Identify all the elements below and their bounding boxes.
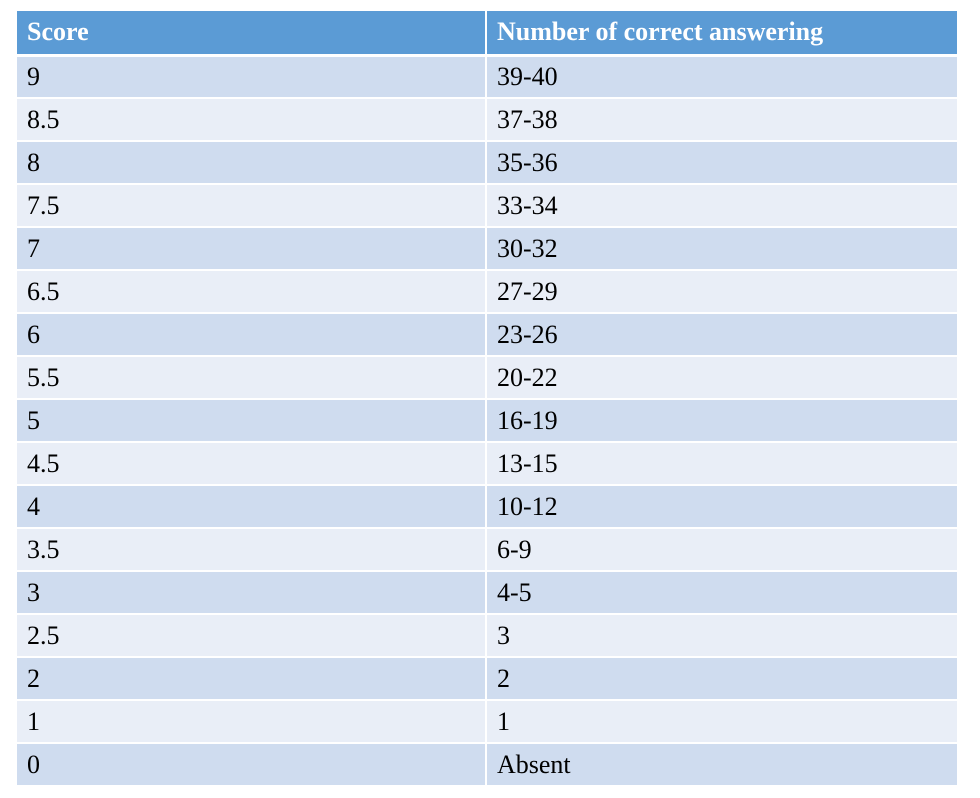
score-cell: 1 [17, 700, 487, 744]
table-row: 4 10-12 [17, 485, 957, 529]
table-row: 0 Absent [17, 743, 957, 787]
table-row: 5 16-19 [17, 399, 957, 443]
score-cell: 5.5 [17, 356, 487, 400]
correct-answers-cell: 33-34 [486, 184, 957, 228]
correct-answers-cell: 13-15 [486, 442, 957, 486]
header-correct-answers: Number of correct answering [486, 11, 957, 57]
header-row: Score Number of correct answering [17, 11, 957, 57]
correct-answers-cell: 6-9 [486, 528, 957, 572]
correct-answers-cell: 4-5 [486, 571, 957, 615]
table-row: 8.5 37-38 [17, 98, 957, 142]
correct-answers-cell: 27-29 [486, 270, 957, 314]
table-body: 9 39-40 8.5 37-38 8 35-36 7.5 33-34 7 30-32 6.5 27-… [17, 55, 957, 787]
score-cell: 8 [17, 141, 487, 185]
correct-answers-cell: 16-19 [486, 399, 957, 443]
table-row: 4.5 13-15 [17, 442, 957, 486]
score-cell: 6.5 [17, 270, 487, 314]
correct-answers-cell: 37-38 [486, 98, 957, 142]
table-row: 9 39-40 [17, 55, 957, 99]
table-row: 6.5 27-29 [17, 270, 957, 314]
score-cell: 6 [17, 313, 487, 357]
correct-answers-cell: 23-26 [486, 313, 957, 357]
score-table: Score Number of correct answering 9 39-40… [17, 11, 957, 787]
score-table-container: Score Number of correct answering 9 39-40… [17, 11, 957, 787]
correct-answers-cell: 3 [486, 614, 957, 658]
score-cell: 3.5 [17, 528, 487, 572]
score-cell: 8.5 [17, 98, 487, 142]
score-cell: 0 [17, 743, 487, 787]
correct-answers-cell: 2 [486, 657, 957, 701]
correct-answers-cell: 30-32 [486, 227, 957, 271]
table-row: 7.5 33-34 [17, 184, 957, 228]
correct-answers-cell: 20-22 [486, 356, 957, 400]
correct-answers-cell: Absent [486, 743, 957, 787]
score-cell: 4 [17, 485, 487, 529]
score-cell: 5 [17, 399, 487, 443]
table-row: 7 30-32 [17, 227, 957, 271]
table-row: 3 4-5 [17, 571, 957, 615]
score-cell: 2 [17, 657, 487, 701]
score-cell: 2.5 [17, 614, 487, 658]
table-row: 2.5 3 [17, 614, 957, 658]
score-cell: 4.5 [17, 442, 487, 486]
correct-answers-cell: 35-36 [486, 141, 957, 185]
table-row: 6 23-26 [17, 313, 957, 357]
table-row: 5.5 20-22 [17, 356, 957, 400]
table-row: 8 35-36 [17, 141, 957, 185]
table-header: Score Number of correct answering [17, 11, 957, 57]
score-cell: 7.5 [17, 184, 487, 228]
correct-answers-cell: 39-40 [486, 55, 957, 99]
correct-answers-cell: 1 [486, 700, 957, 744]
table-row: 3.5 6-9 [17, 528, 957, 572]
score-cell: 3 [17, 571, 487, 615]
score-cell: 9 [17, 55, 487, 99]
header-score: Score [17, 11, 487, 57]
score-cell: 7 [17, 227, 487, 271]
correct-answers-cell: 10-12 [486, 485, 957, 529]
